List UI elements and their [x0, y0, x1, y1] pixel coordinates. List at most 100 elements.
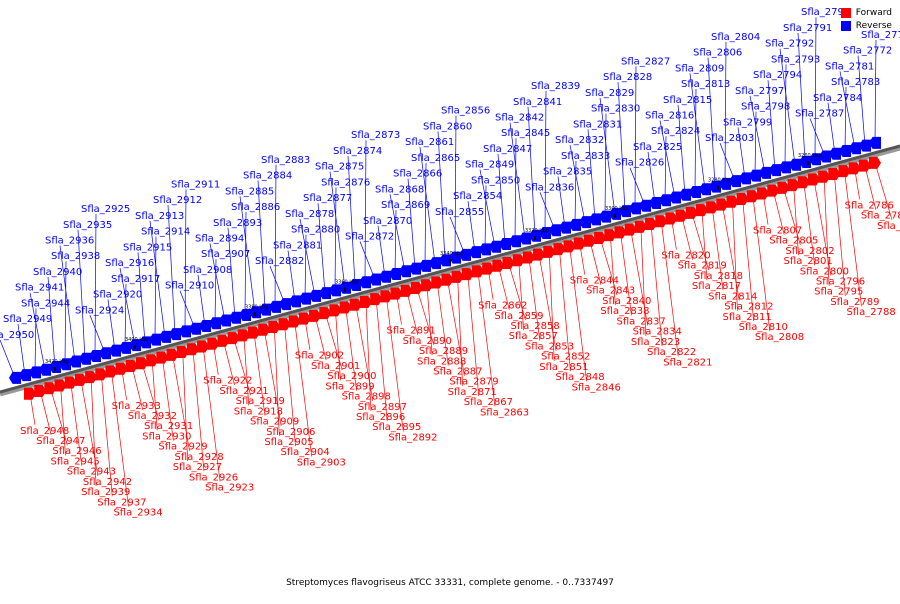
gene-label-reverse: Sfla_2917	[111, 274, 160, 285]
leader-line-forward	[436, 282, 449, 366]
reverse-gene-arrow	[79, 352, 91, 365]
forward-gene-arrow	[645, 218, 658, 231]
leader-line-forward	[711, 207, 724, 291]
gene-label-reverse: Sfla_2771	[861, 30, 900, 41]
gene-label-reverse: Sfla_2799	[723, 117, 772, 128]
leader-line-forward	[609, 235, 616, 306]
leader-line-forward	[233, 338, 251, 396]
gene-label-forward: Sfla_2801	[784, 256, 833, 267]
reverse-gene-arrow	[119, 341, 131, 354]
tick-label: 3420 kbp	[45, 359, 69, 365]
forward-gene-arrow	[736, 193, 749, 206]
leader-line-reverse	[694, 89, 697, 193]
forward-gene-arrow	[685, 206, 698, 219]
reverse-gene-arrow	[489, 240, 501, 253]
reverse-gene-arrow	[359, 276, 371, 289]
leader-line-forward	[406, 290, 419, 335]
gene-label-forward: Sfla_2808	[755, 332, 804, 343]
forward-gene-arrow	[105, 365, 118, 378]
forward-gene-arrow	[522, 251, 535, 264]
reverse-gene-arrow	[39, 363, 51, 376]
leader-line-forward	[426, 285, 433, 356]
gene-label-reverse: Sfla_2772	[843, 46, 892, 57]
gene-label-forward: Sfla_2853	[525, 341, 574, 352]
leader-line-reverse	[317, 203, 326, 294]
gene-label-reverse: Sfla_2849	[465, 160, 514, 171]
leader-line-reverse	[737, 127, 746, 179]
gene-label-forward: Sfla_2906	[266, 427, 315, 438]
leader-line-forward	[599, 237, 618, 296]
reverse-gene-arrow	[429, 257, 441, 270]
gene-label-reverse: Sfla_2880	[291, 225, 340, 236]
tick-label: 3360 kbp	[335, 280, 359, 286]
gene-label-forward: Sfla_2939	[81, 487, 130, 498]
gene-label-reverse: Sfla_2835	[543, 167, 592, 178]
leader-line-forward	[650, 224, 663, 347]
gene-label-reverse: Sfla_2829	[585, 88, 634, 99]
forward-gene-arrow	[247, 326, 260, 339]
gene-label-forward: Sfla_2891	[387, 326, 436, 337]
gene-label-reverse: Sfla_2816	[645, 111, 694, 122]
leader-line-reverse	[0, 339, 16, 379]
gene-label-reverse: Sfla_2940	[33, 267, 82, 278]
leader-line-reverse	[844, 87, 847, 152]
forward-gene-arrow	[441, 273, 454, 286]
gene-label-forward: Sfla_2837	[616, 316, 665, 327]
reverse-gene-arrow	[519, 232, 531, 245]
leader-line-forward	[162, 357, 174, 441]
forward-gene-arrow	[95, 368, 108, 381]
leader-line-reverse	[544, 91, 547, 234]
reverse-gene-arrow	[169, 328, 181, 341]
gene-label-forward: Sfla_2871	[448, 387, 497, 398]
gene-label-reverse: Sfla_2941	[15, 283, 64, 294]
leader-line-reverse	[617, 82, 626, 212]
forward-gene-arrow	[573, 237, 586, 250]
legend-label-reverse: Reverse	[855, 21, 892, 31]
gene-label-forward: Sfla_2895	[372, 422, 421, 433]
forward-gene-arrow	[186, 343, 199, 356]
leader-line-forward	[732, 201, 738, 311]
gene-label-reverse: Sfla_2907	[201, 249, 250, 260]
gene-label-forward: Sfla_2948	[20, 426, 69, 437]
forward-gene-arrow	[34, 385, 47, 398]
leader-line-reverse	[227, 227, 236, 318]
gene-label-reverse: Sfla_2781	[825, 61, 874, 72]
reverse-gene-arrow	[779, 161, 791, 174]
reverse-gene-arrow	[309, 289, 321, 302]
leader-line-forward	[508, 262, 526, 321]
gene-label-reverse: Sfla_2868	[375, 184, 424, 195]
reverse-gene-arrow	[439, 254, 451, 267]
leader-line-forward	[60, 385, 66, 456]
genome-caption: Streptomyces flavogriseus ATCC 33331, co…	[286, 578, 614, 588]
gene-label-reverse: Sfla_2815	[663, 95, 712, 106]
gene-label-reverse: Sfla_2920	[93, 290, 142, 301]
forward-gene-arrow	[207, 337, 220, 350]
leader-line-reverse	[659, 120, 676, 198]
reverse-gene-arrow	[719, 177, 731, 190]
gene-label-reverse: Sfla_2856	[441, 106, 490, 117]
gene-label-reverse: Sfla_2910	[165, 281, 214, 292]
leader-line-forward	[365, 301, 372, 411]
gene-label-reverse: Sfla_2894	[195, 234, 244, 245]
gene-label-reverse: Sfla_2914	[141, 227, 190, 238]
gene-label-reverse: Sfla_2908	[183, 265, 232, 276]
gene-label-forward: Sfla_2844	[570, 276, 619, 287]
forward-gene-arrow	[624, 223, 637, 236]
reverse-gene-arrow	[279, 298, 291, 311]
gene-label-reverse: Sfla_2806	[693, 48, 742, 59]
tick-label: 3340 kbp	[440, 251, 464, 257]
forward-gene-arrow	[380, 290, 393, 303]
reverse-gene-arrow	[829, 147, 841, 160]
leader-line-forward	[477, 271, 496, 407]
reverse-gene-arrow	[59, 358, 71, 371]
gene-label-forward: Sfla_2889	[419, 346, 468, 357]
leader-line-reverse	[629, 167, 646, 206]
gene-label-forward: Sfla_2945	[51, 456, 100, 467]
forward-gene-arrow	[594, 231, 607, 244]
forward-gene-arrow	[125, 359, 138, 372]
reverse-gene-arrow	[679, 188, 691, 201]
forward-gene-arrow	[197, 340, 210, 353]
reverse-gene-arrow	[569, 218, 581, 231]
leader-line-reverse	[634, 66, 637, 209]
reverse-gene-arrow	[409, 262, 421, 275]
